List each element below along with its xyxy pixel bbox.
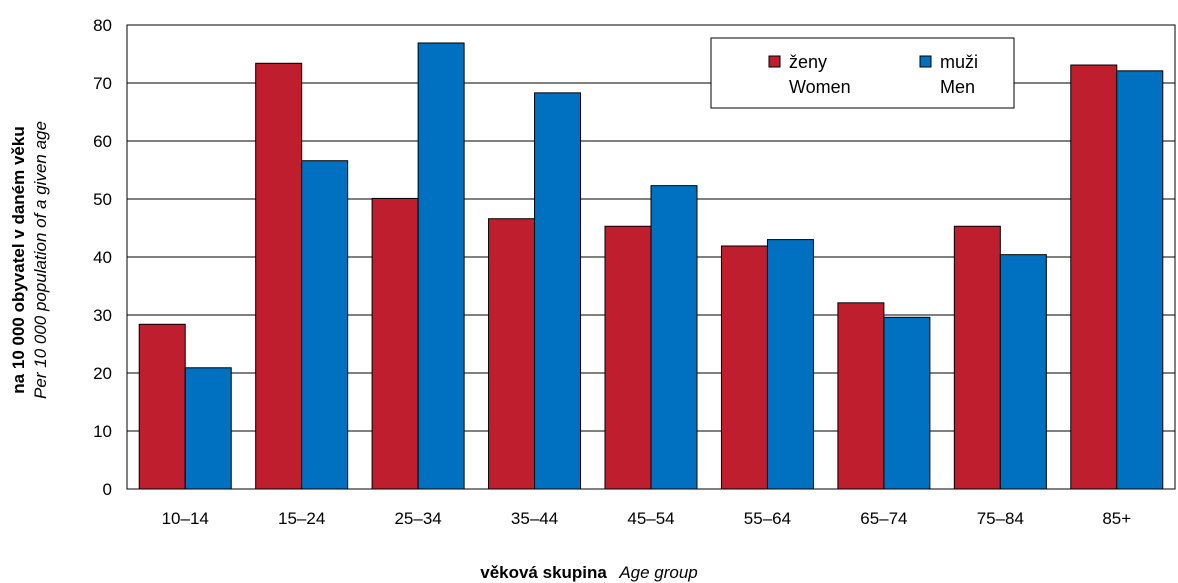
bar-women: [604, 225, 652, 490]
legend-label-women-en: Women: [789, 77, 851, 97]
y-tick-label: 20: [93, 364, 112, 383]
bar-women: [255, 62, 303, 490]
bar-women: [371, 197, 419, 490]
y-tick-label: 50: [93, 190, 112, 209]
x-tick-label: 85+: [1102, 509, 1131, 528]
bar-women: [953, 225, 1001, 490]
x-tick-label: 75–84: [977, 509, 1024, 528]
x-tick-label: 15–24: [278, 509, 325, 528]
y-tick-label: 0: [103, 480, 112, 499]
bar-men: [766, 239, 814, 490]
legend-box: [710, 37, 1015, 109]
y-axis-title: na 10 000 obyvatel v daném věku Per 10 0…: [9, 121, 50, 399]
bars: [138, 42, 1164, 490]
y-axis-title-cs: na 10 000 obyvatel v daném věku: [9, 126, 28, 393]
bar-women: [488, 218, 536, 490]
y-tick-label: 10: [93, 422, 112, 441]
bar-men: [534, 92, 582, 490]
bar-men: [999, 254, 1047, 490]
x-tick-label: 35–44: [511, 509, 558, 528]
legend-label-men-en: Men: [940, 77, 975, 97]
y-axis-title-en: Per 10 000 population of a given age: [31, 121, 50, 399]
x-tick-label: 45–54: [627, 509, 674, 528]
y-axis-ticks: 0 10 20 30 40 50 60 70 80: [93, 16, 112, 499]
bar-men: [301, 160, 349, 490]
bar-women: [138, 323, 186, 490]
bar-women: [720, 245, 768, 490]
x-axis-title: věková skupina Age group: [480, 563, 698, 582]
legend-swatch-men: [919, 55, 932, 68]
bar-men: [883, 316, 931, 490]
x-axis-ticks: 10–14 15–24 25–34 35–44 45–54 55–64 65–74 75–84…: [162, 509, 1132, 528]
x-tick-label: 10–14: [162, 509, 209, 528]
bar-men: [650, 185, 698, 490]
bar-men: [417, 42, 465, 490]
y-tick-label: 80: [93, 16, 112, 35]
x-tick-label: 25–34: [394, 509, 441, 528]
y-tick-label: 40: [93, 248, 112, 267]
x-tick-label: 55–64: [744, 509, 791, 528]
plot-frame: [126, 24, 1176, 490]
bar-men: [1116, 70, 1164, 490]
x-axis-title-en: Age group: [618, 563, 697, 582]
bar-women: [1070, 64, 1118, 490]
legend: ženy Women muži Men: [710, 37, 1015, 109]
x-tick-label: 65–74: [860, 509, 907, 528]
bar-women: [837, 302, 885, 490]
y-tick-label: 60: [93, 132, 112, 151]
legend-label-men-cs: muži: [940, 52, 978, 72]
y-tick-label: 30: [93, 306, 112, 325]
x-axis-title-cs: věková skupina: [480, 563, 607, 582]
y-tick-label: 70: [93, 74, 112, 93]
legend-swatch-women: [768, 55, 781, 68]
bar-men: [184, 367, 232, 490]
legend-label-women-cs: ženy: [789, 52, 827, 72]
